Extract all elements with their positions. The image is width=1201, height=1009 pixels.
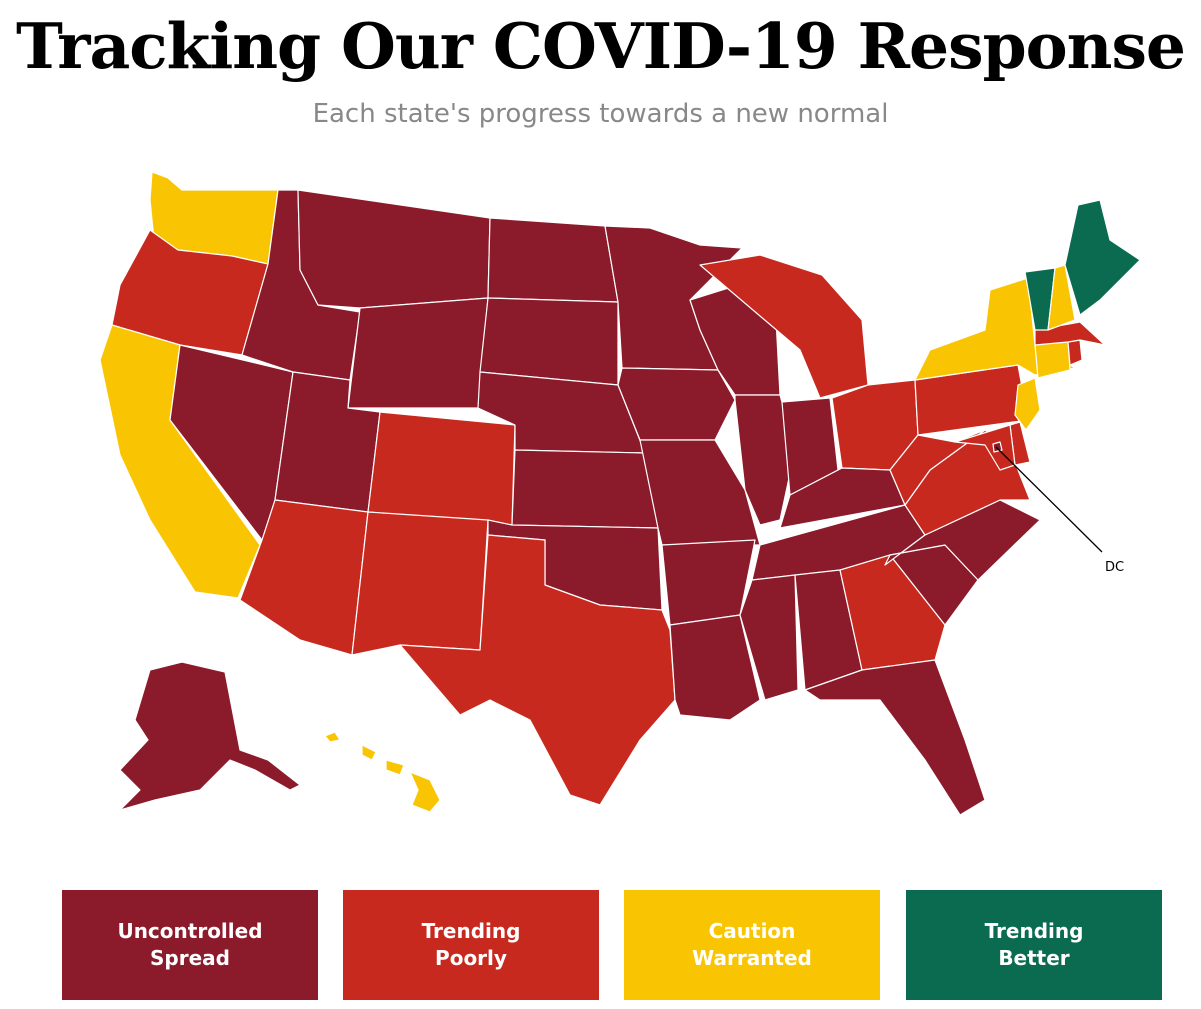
state-nh bbox=[1047, 264, 1076, 331]
state-ak bbox=[119, 661, 301, 811]
state-ri bbox=[1067, 339, 1083, 366]
dc-callout-label: DC bbox=[1105, 560, 1124, 575]
state-mt bbox=[297, 189, 491, 309]
legend-uncontrolled-spread: Uncontrolled Spread bbox=[62, 890, 318, 1000]
dc-callout-line bbox=[995, 446, 1103, 553]
state-md bbox=[954, 424, 1016, 471]
page-title: Tracking Our COVID-19 Response bbox=[16, 9, 1186, 83]
state-nj bbox=[1014, 377, 1041, 431]
state-me bbox=[1064, 199, 1141, 316]
state-sd bbox=[479, 297, 619, 386]
state-ga bbox=[839, 554, 946, 671]
state-co bbox=[367, 411, 516, 526]
state-wy bbox=[347, 297, 489, 409]
state-mi bbox=[699, 254, 869, 399]
state-ms bbox=[739, 574, 799, 701]
state-ks bbox=[511, 449, 659, 529]
legend-caution-warranted: Caution Warranted bbox=[624, 890, 880, 1000]
state-ct bbox=[1034, 339, 1071, 379]
legend-trending-poorly: Trending Poorly bbox=[343, 890, 599, 1000]
state-nd bbox=[487, 217, 619, 303]
page-subtitle: Each state's progress towards a new norm… bbox=[312, 99, 889, 129]
state-dc bbox=[992, 441, 1003, 453]
legend-trending-better: Trending Better bbox=[906, 890, 1162, 1000]
state-ia bbox=[617, 367, 736, 441]
us-state-map: DC bbox=[99, 171, 1141, 816]
state-fl bbox=[804, 659, 986, 816]
state-tx bbox=[399, 534, 676, 806]
state-nm bbox=[351, 511, 489, 656]
state-hi bbox=[324, 731, 441, 813]
